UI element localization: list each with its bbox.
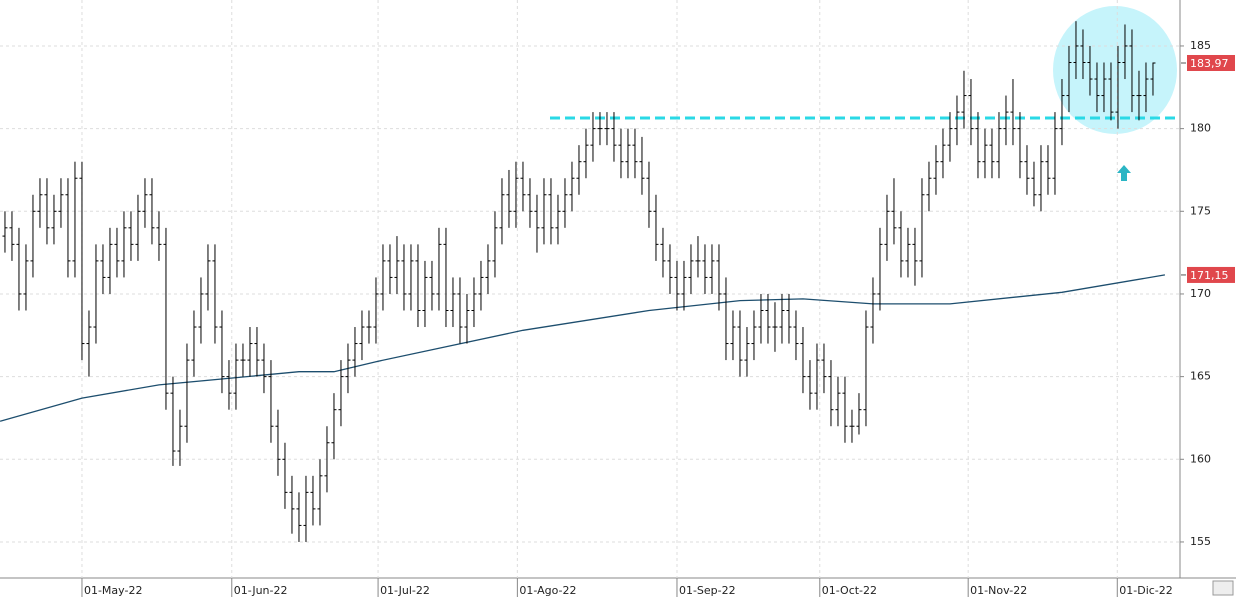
up-arrow xyxy=(1117,165,1131,181)
y-tick-label: 185 xyxy=(1190,39,1211,52)
highlight-circle xyxy=(1053,6,1177,134)
x-tick-label: 01-Ago-22 xyxy=(519,584,576,597)
x-tick-label: 01-Dic-22 xyxy=(1119,584,1173,597)
x-tick-label: 01-Nov-22 xyxy=(970,584,1027,597)
moving-average xyxy=(0,274,1166,422)
y-tick-label: 155 xyxy=(1190,535,1211,548)
y-tick-label: 175 xyxy=(1190,204,1211,217)
x-tick-label: 01-Jun-22 xyxy=(234,584,288,597)
price-tag-label: 183,97 xyxy=(1190,57,1229,70)
price-tag-label: 171,15 xyxy=(1190,269,1229,282)
y-tick-label: 180 xyxy=(1190,122,1211,135)
x-tick-label: 01-Jul-22 xyxy=(380,584,430,597)
y-tick-label: 160 xyxy=(1190,452,1211,465)
x-tick-label: 01-Oct-22 xyxy=(822,584,877,597)
y-tick-label: 170 xyxy=(1190,287,1211,300)
y-tick-label: 165 xyxy=(1190,370,1211,383)
price-tag xyxy=(1187,54,1235,71)
price-tag xyxy=(1187,266,1235,283)
scroll-button[interactable] xyxy=(1212,580,1234,596)
x-tick-label: 01-May-22 xyxy=(84,584,142,597)
x-tick-label: 01-Sep-22 xyxy=(679,584,736,597)
